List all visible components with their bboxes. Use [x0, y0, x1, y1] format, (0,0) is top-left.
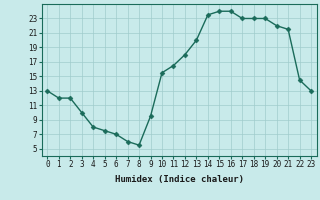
X-axis label: Humidex (Indice chaleur): Humidex (Indice chaleur) — [115, 175, 244, 184]
